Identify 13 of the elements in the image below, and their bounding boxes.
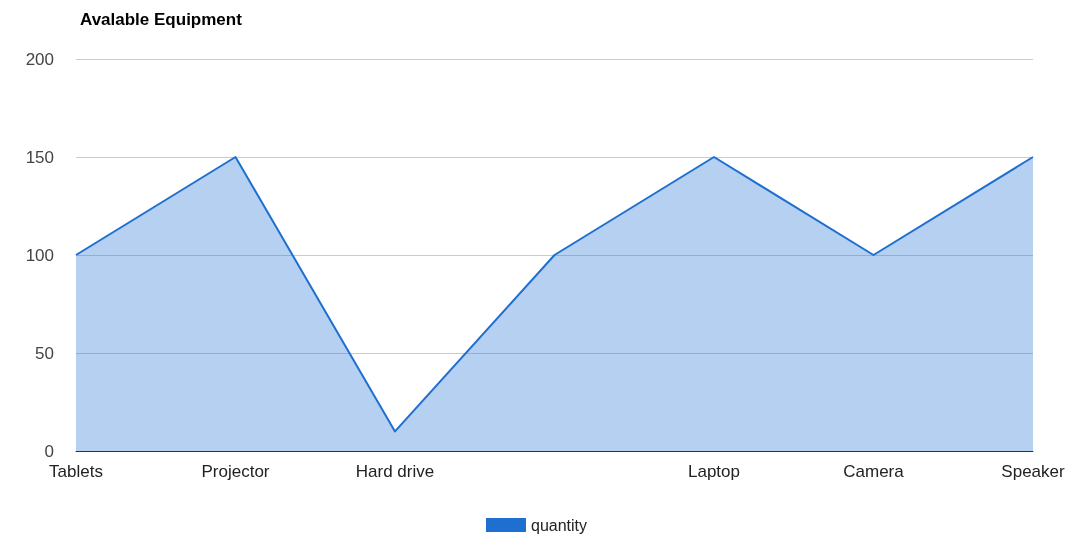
x-tick-label: Hard drive: [355, 462, 435, 481]
chart-title: Avalable Equipment: [80, 10, 243, 29]
y-tick-label: 150: [25, 147, 54, 167]
legend-label: quantity: [530, 516, 588, 534]
y-tick-label: 50: [35, 343, 54, 363]
x-tick-label: Laptop: [688, 462, 740, 481]
y-tick-label: 0: [44, 441, 54, 461]
y-tick-label: 100: [25, 245, 54, 265]
x-tick-label: Camera: [843, 462, 905, 481]
y-tick-label: 200: [25, 49, 54, 69]
x-tick-label: Tablets: [49, 462, 103, 481]
x-tick-label: Speaker: [1001, 462, 1065, 481]
x-tick-label: Projector: [201, 462, 270, 481]
